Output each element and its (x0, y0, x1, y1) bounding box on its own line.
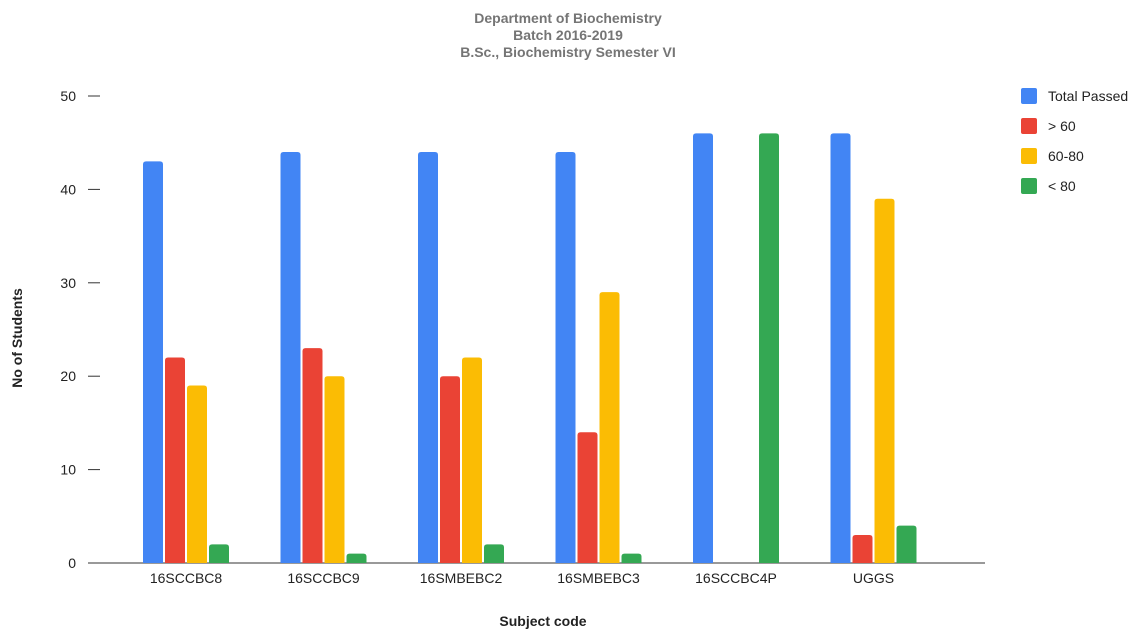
legend-label: > 60 (1048, 118, 1076, 134)
x-tick-label: 16SCCBC8 (150, 570, 223, 586)
y-tick-label: 50 (60, 88, 76, 104)
bar (187, 385, 207, 563)
legend: Total Passed > 60 60-80 < 80 (1021, 88, 1128, 194)
bars (143, 133, 917, 564)
y-tick-label: 40 (60, 181, 76, 197)
bar (280, 152, 301, 564)
chart-title-line-2: Batch 2016-2019 (513, 27, 623, 43)
bar (440, 376, 460, 563)
x-tick-label: 16SCCBC4P (695, 570, 777, 586)
x-axis-ticks: 16SCCBC8 16SCCBC9 16SMBEBC2 16SMBEBC3 16SCCB… (150, 570, 894, 586)
bar (484, 544, 504, 563)
bar (462, 357, 482, 563)
bar (874, 198, 895, 564)
bar (896, 525, 917, 563)
bar (209, 544, 229, 563)
bar (693, 133, 713, 564)
legend-label: < 80 (1048, 178, 1076, 194)
bar (599, 292, 620, 563)
bar (302, 348, 323, 563)
x-tick-label: 16SCCBC9 (287, 570, 360, 586)
x-tick-label: UGGS (853, 570, 894, 586)
legend-swatch (1021, 148, 1037, 164)
bar (577, 432, 598, 563)
y-tick-label: 30 (60, 275, 76, 291)
bar (621, 553, 642, 563)
bar (143, 161, 163, 563)
bar (555, 152, 576, 564)
y-tick-label: 10 (60, 462, 76, 478)
y-axis-label: No of Students (9, 288, 25, 388)
y-tick-label: 0 (68, 555, 76, 571)
bar (852, 534, 873, 563)
bar (324, 376, 345, 563)
chart-title-line-1: Department of Biochemistry (474, 10, 662, 26)
legend-swatch (1021, 118, 1037, 134)
chart-title: Department of Biochemistry Batch 2016-20… (460, 10, 676, 60)
bar (830, 133, 851, 564)
legend-label: 60-80 (1048, 148, 1084, 164)
chart-title-line-3: B.Sc., Biochemistry Semester VI (460, 44, 676, 60)
bar (759, 133, 779, 564)
legend-swatch (1021, 88, 1037, 104)
bar (165, 357, 185, 563)
legend-swatch (1021, 178, 1037, 194)
legend-label: Total Passed (1048, 88, 1128, 104)
x-tick-label: 16SMBEBC3 (557, 570, 640, 586)
bar (418, 152, 438, 564)
x-tick-label: 16SMBEBC2 (420, 570, 503, 586)
y-axis-ticks: 0 10 20 30 40 50 (60, 88, 100, 571)
x-axis-label: Subject code (499, 613, 586, 629)
y-tick-label: 20 (60, 368, 76, 384)
bar (346, 553, 367, 563)
